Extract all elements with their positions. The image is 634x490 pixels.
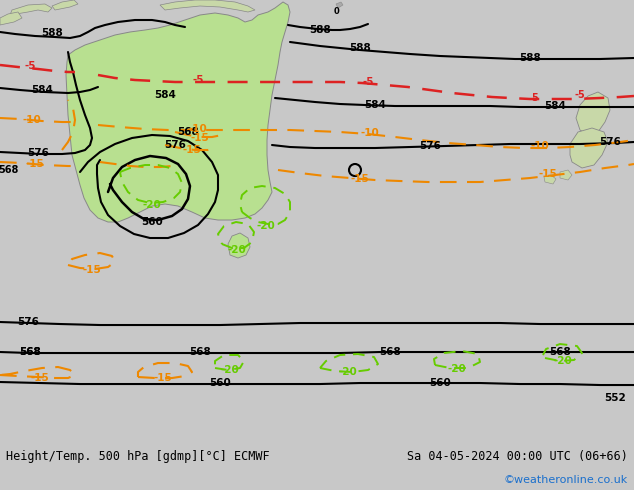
Text: 576: 576 [164,140,186,150]
Polygon shape [160,0,255,12]
Text: 568: 568 [19,347,41,357]
Text: 568: 568 [177,127,199,137]
Text: -5: -5 [574,90,585,100]
Text: -20: -20 [143,200,162,210]
Polygon shape [570,128,608,168]
Text: -10: -10 [531,141,550,151]
Text: 568: 568 [19,347,41,357]
Polygon shape [560,170,572,180]
Text: 560: 560 [429,378,451,388]
Text: -20: -20 [339,367,358,377]
Text: -15: -15 [351,174,370,184]
Text: 568: 568 [0,165,18,175]
Text: -20: -20 [257,221,275,231]
Text: 588: 588 [349,43,371,53]
Polygon shape [336,2,343,8]
Text: 552: 552 [604,393,626,403]
Text: -15: -15 [30,373,49,383]
Text: -5: -5 [192,75,204,85]
Text: 576: 576 [599,137,621,147]
Text: -20: -20 [448,364,467,374]
Text: -10: -10 [361,128,379,138]
Text: 588: 588 [519,53,541,63]
Text: 588: 588 [309,25,331,35]
Text: 560: 560 [141,217,163,227]
Text: -15: -15 [191,133,209,143]
Polygon shape [576,92,610,135]
Text: 584: 584 [31,85,53,95]
Text: -15: -15 [539,169,557,179]
Text: 584: 584 [154,90,176,100]
Text: 588: 588 [41,28,63,38]
Text: -15: -15 [153,373,172,383]
Text: 0: 0 [334,6,340,16]
Text: -20: -20 [221,365,240,375]
Polygon shape [544,175,556,184]
Text: -15: -15 [25,159,44,169]
Polygon shape [228,233,250,258]
Text: -10: -10 [23,115,41,125]
Text: Sa 04-05-2024 00:00 UTC (06+66): Sa 04-05-2024 00:00 UTC (06+66) [407,449,628,463]
Text: 576: 576 [17,317,39,327]
Text: -15: -15 [183,145,202,155]
Text: -20: -20 [228,245,247,255]
Text: 584: 584 [364,100,386,110]
Text: 560: 560 [209,378,231,388]
Text: 568: 568 [379,347,401,357]
Text: ©weatheronline.co.uk: ©weatheronline.co.uk [504,475,628,485]
Text: 576: 576 [27,148,49,158]
Polygon shape [66,2,290,222]
Text: 568: 568 [189,347,211,357]
Text: 576: 576 [419,141,441,151]
Text: -10: -10 [189,124,207,134]
Text: 584: 584 [544,101,566,111]
Text: 5: 5 [532,93,538,103]
Text: -20: -20 [553,356,573,366]
Polygon shape [0,12,22,25]
Text: -5: -5 [362,77,374,87]
Polygon shape [52,0,78,10]
Text: 568: 568 [549,347,571,357]
Text: -5: -5 [24,61,36,71]
Polygon shape [10,4,52,15]
Text: -15: -15 [82,265,101,275]
Text: Height/Temp. 500 hPa [gdmp][°C] ECMWF: Height/Temp. 500 hPa [gdmp][°C] ECMWF [6,449,269,463]
